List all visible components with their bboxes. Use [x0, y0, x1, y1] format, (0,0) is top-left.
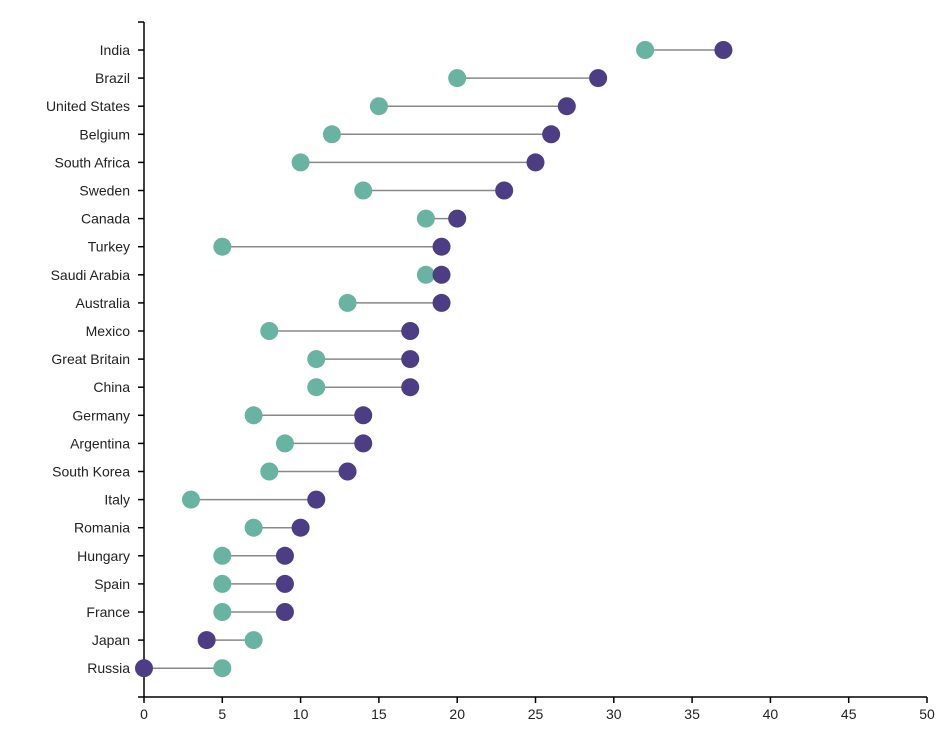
series-b-point: [714, 41, 733, 59]
x-tick-label: 40: [763, 706, 779, 722]
series-b-point: [291, 518, 310, 537]
x-tick-label: 5: [218, 706, 226, 722]
y-tick-label: Turkey: [88, 239, 130, 255]
series-a-point: [636, 41, 655, 59]
series-a-point: [307, 378, 326, 397]
y-tick-label: Germany: [72, 407, 130, 423]
series-b-point: [401, 350, 420, 369]
series-a-point: [213, 237, 232, 256]
y-tick-label: South Africa: [55, 154, 131, 170]
x-tick-label: 20: [449, 706, 465, 722]
series-a-point: [244, 631, 263, 650]
x-tick-label: 10: [293, 706, 309, 722]
x-tick-label: 15: [371, 706, 387, 722]
y-tick-label: Belgium: [79, 126, 130, 142]
y-tick-label: South Korea: [52, 464, 130, 480]
chart-marks: [135, 41, 733, 678]
series-a-point: [244, 518, 263, 537]
y-tick-label: Sweden: [79, 183, 130, 199]
series-b-point: [542, 125, 561, 144]
series-a-point: [213, 603, 232, 621]
series-a-point: [307, 350, 326, 369]
series-a-point: [354, 181, 373, 200]
x-tick-label: 30: [606, 706, 622, 722]
series-b-point: [275, 574, 294, 593]
series-a-point: [213, 659, 232, 678]
y-tick-label: Brazil: [95, 70, 130, 86]
series-a-point: [260, 322, 279, 340]
series-a-point: [448, 69, 467, 88]
y-tick-label: Italy: [104, 492, 130, 508]
series-a-point: [369, 97, 388, 116]
series-b-point: [495, 181, 514, 200]
x-axis: 0 5 10 15 20 25 30 35 40 45 50: [140, 696, 935, 722]
x-tick-label: 50: [919, 706, 935, 722]
y-tick-label: Spain: [94, 576, 130, 592]
series-a-point: [244, 406, 263, 425]
y-tick-label: Canada: [81, 211, 130, 227]
series-b-point: [401, 322, 420, 340]
y-tick-label: Australia: [76, 295, 131, 311]
x-tick-label: 0: [140, 706, 148, 722]
series-a-point: [213, 546, 232, 565]
series-a-point: [275, 434, 294, 453]
y-tick-label: Great Britain: [51, 351, 130, 367]
series-b-point: [448, 209, 467, 228]
series-b-point: [557, 97, 576, 116]
series-b-point: [589, 69, 608, 88]
x-tick-label: 25: [528, 706, 544, 722]
y-tick-label: China: [93, 379, 130, 395]
series-a-point: [213, 574, 232, 593]
series-a-point: [416, 209, 435, 228]
y-tick-label: India: [100, 42, 131, 58]
series-b-point: [401, 378, 420, 397]
series-b-point: [354, 406, 373, 425]
series-b-point: [275, 546, 294, 565]
y-tick-label: Mexico: [86, 323, 131, 339]
series-b-point: [526, 153, 545, 172]
series-b-point: [338, 462, 357, 481]
series-b-point: [275, 603, 294, 621]
y-tick-label: United States: [46, 98, 130, 114]
series-a-point: [291, 153, 310, 172]
series-a-point: [338, 293, 357, 312]
series-a-point: [260, 462, 279, 481]
series-a-point: [322, 125, 341, 144]
series-b-point: [307, 490, 326, 509]
y-tick-label: Romania: [74, 520, 130, 536]
x-tick-label: 35: [684, 706, 700, 722]
series-b-point: [197, 631, 216, 650]
series-b-point: [432, 265, 451, 284]
series-b-point: [432, 237, 451, 256]
series-b-point: [432, 293, 451, 312]
series-b-point: [354, 434, 373, 453]
y-tick-label: Argentina: [70, 435, 130, 451]
y-tick-label: France: [86, 604, 130, 620]
y-tick-label: Hungary: [77, 548, 130, 564]
series-b-point: [135, 659, 153, 678]
y-axis: India Brazil United States Belgium South Afr…: [46, 21, 145, 698]
y-tick-label: Russia: [87, 660, 130, 676]
series-a-point: [181, 490, 200, 509]
y-tick-label: Japan: [92, 632, 130, 648]
series-a-point: [416, 265, 435, 284]
x-tick-label: 45: [841, 706, 857, 722]
y-tick-label: Saudi Arabia: [51, 267, 131, 283]
